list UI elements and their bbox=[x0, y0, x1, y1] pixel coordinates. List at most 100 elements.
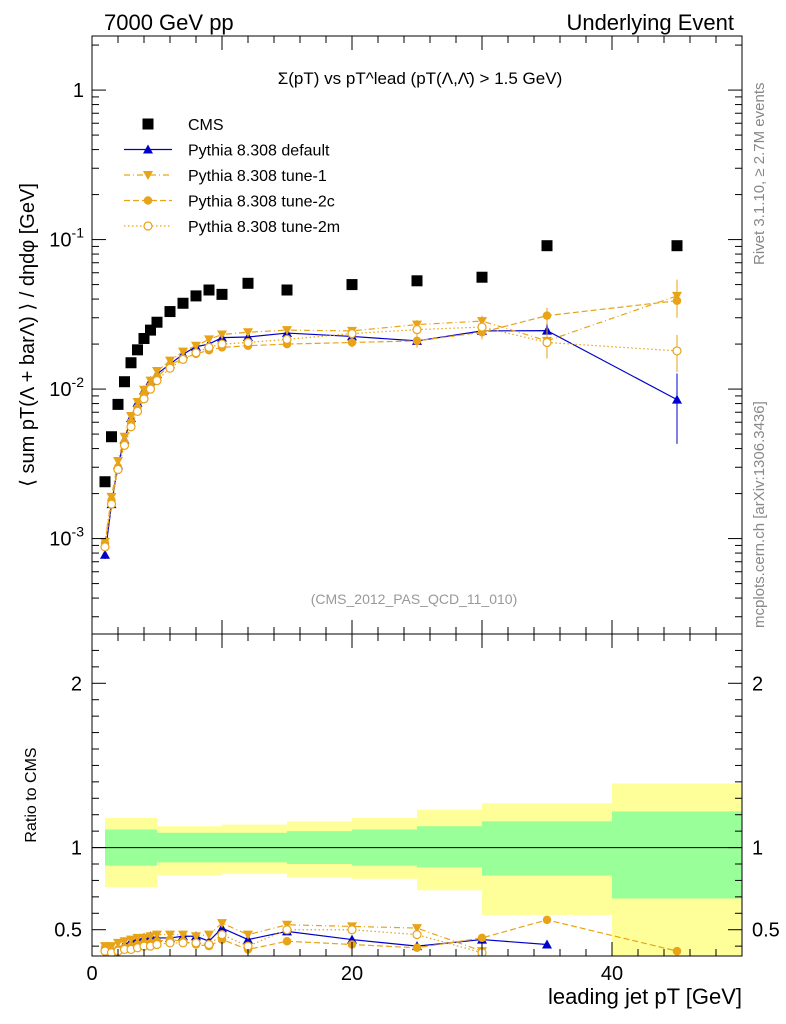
ratio-point bbox=[243, 941, 253, 951]
data-point bbox=[132, 344, 143, 356]
data-point bbox=[346, 279, 358, 291]
legend-label: CMS bbox=[188, 117, 224, 134]
series-line-1 bbox=[104, 330, 678, 555]
data-point bbox=[191, 341, 201, 351]
data-point bbox=[178, 347, 188, 357]
series-0 bbox=[99, 240, 683, 488]
data-point bbox=[152, 375, 162, 386]
x-tick-label: 0 bbox=[86, 963, 97, 985]
data-point bbox=[542, 337, 552, 348]
data-point bbox=[145, 324, 156, 336]
data-point bbox=[100, 542, 110, 552]
data-point bbox=[347, 338, 357, 347]
ratio-point bbox=[204, 939, 214, 950]
ratio-y-tick-label-right: 1 bbox=[752, 838, 763, 860]
data-point bbox=[282, 326, 292, 336]
data-point bbox=[412, 324, 422, 335]
data-point bbox=[477, 322, 487, 332]
legend-marker bbox=[143, 144, 153, 154]
green-band bbox=[417, 826, 482, 868]
ratio-point bbox=[542, 915, 552, 925]
legend-marker bbox=[143, 196, 153, 205]
data-point bbox=[217, 339, 227, 349]
green-band bbox=[612, 811, 742, 899]
legend-marker bbox=[142, 118, 154, 130]
ratio-point bbox=[217, 919, 227, 929]
data-point bbox=[217, 330, 227, 340]
ratio-point bbox=[178, 930, 188, 940]
data-point bbox=[126, 412, 136, 422]
header-left: 7000 GeV pp bbox=[104, 10, 234, 35]
series-2 bbox=[100, 279, 682, 547]
ratio-y-tick-label-right: 2 bbox=[752, 673, 763, 695]
ratio-point bbox=[672, 946, 682, 956]
x-tick-label: 40 bbox=[601, 963, 623, 985]
ratio-point bbox=[139, 933, 149, 943]
mcplots-label: mcplots.cern.ch [arXiv:1306.3436] bbox=[751, 401, 768, 628]
main-axis-ticks: 10-310-210-11 bbox=[49, 36, 743, 634]
data-point bbox=[204, 342, 214, 353]
data-point bbox=[119, 376, 130, 388]
ratio-point bbox=[347, 925, 357, 935]
tick-exp: -1 bbox=[72, 225, 85, 241]
data-point bbox=[347, 329, 357, 339]
ratio-point bbox=[477, 933, 487, 943]
data-point bbox=[132, 406, 143, 416]
data-point bbox=[203, 284, 215, 296]
legend-label: Pythia 8.308 default bbox=[188, 143, 330, 160]
ratio-panel-content bbox=[92, 783, 742, 956]
data-point bbox=[152, 367, 162, 377]
data-point bbox=[243, 337, 253, 348]
ratio-point bbox=[191, 938, 201, 948]
data-point bbox=[190, 290, 202, 302]
data-point bbox=[125, 357, 137, 369]
tick-exp: -2 bbox=[72, 374, 85, 390]
data-point bbox=[99, 476, 111, 488]
data-point bbox=[164, 306, 176, 318]
ratio-point bbox=[282, 936, 292, 946]
data-point bbox=[151, 316, 163, 328]
data-point bbox=[281, 284, 293, 296]
data-point bbox=[139, 394, 149, 404]
data-point bbox=[113, 464, 123, 475]
series-4 bbox=[100, 321, 682, 552]
ratio-series-1 bbox=[100, 919, 487, 956]
ratio-point bbox=[126, 935, 136, 945]
tick-base: 10 bbox=[49, 379, 71, 401]
ratio-point bbox=[191, 932, 201, 942]
data-point bbox=[411, 275, 423, 287]
series-line-3 bbox=[104, 300, 678, 544]
ratio-point bbox=[165, 930, 175, 940]
data-point bbox=[541, 240, 553, 252]
data-point bbox=[126, 422, 136, 432]
rivet-label: Rivet 3.1.10, ≥ 2.7M events bbox=[751, 83, 768, 266]
main-y-axis-label: ⟨ sum pT(Λ + barΛ) ⟩ / dηdφ [GeV] bbox=[17, 183, 39, 487]
data-point bbox=[177, 297, 189, 309]
tick-exp: -3 bbox=[72, 524, 85, 540]
data-point bbox=[204, 335, 214, 345]
data-point bbox=[542, 311, 552, 320]
ratio-y-tick-label: 1 bbox=[71, 838, 82, 860]
x-axis-label: leading jet pT [GeV] bbox=[548, 984, 742, 1009]
legend-label: Pythia 8.308 tune-1 bbox=[188, 168, 327, 185]
ratio-series-2 bbox=[100, 915, 682, 956]
data-point bbox=[672, 346, 682, 356]
ratio-point bbox=[145, 932, 156, 942]
data-point bbox=[282, 334, 292, 344]
ratio-point bbox=[165, 938, 175, 948]
data-point bbox=[242, 277, 254, 289]
legend-label: Pythia 8.308 tune-2m bbox=[188, 219, 340, 236]
ratio-point bbox=[178, 938, 188, 948]
ratio-y-tick-label-right: 0.5 bbox=[752, 920, 780, 942]
y-tick-label: 10-3 bbox=[49, 524, 84, 551]
main-panel-content bbox=[99, 240, 683, 560]
legend-label: Pythia 8.308 tune-2c bbox=[188, 194, 335, 211]
tick-base: 10 bbox=[49, 230, 71, 252]
legend-marker bbox=[143, 221, 153, 231]
data-point bbox=[243, 328, 253, 338]
ratio-axis-ticks: 0.5 0.51 12 20 20 40 bbox=[54, 634, 780, 985]
data-point bbox=[100, 549, 110, 559]
data-point bbox=[191, 348, 201, 358]
ratio-series-3 bbox=[100, 925, 487, 956]
data-point bbox=[138, 332, 150, 344]
